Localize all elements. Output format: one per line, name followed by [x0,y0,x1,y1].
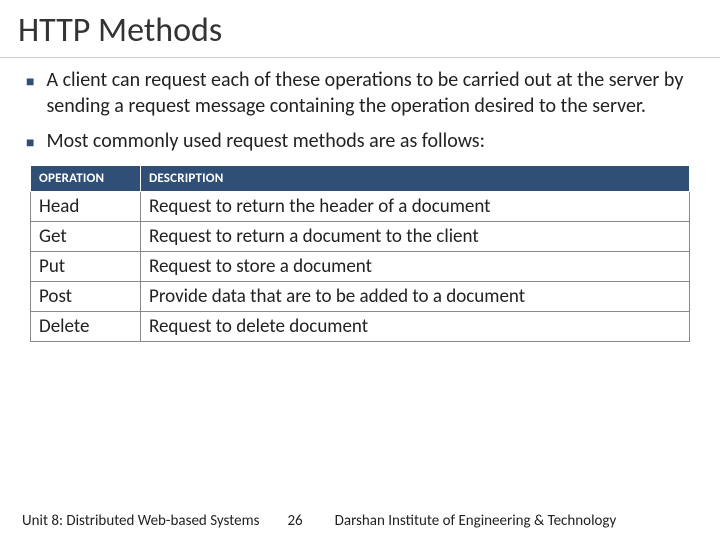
methods-table-wrap: OPERATION DESCRIPTION Head Request to re… [30,165,690,342]
methods-table: OPERATION DESCRIPTION Head Request to re… [30,165,690,342]
col-description: DESCRIPTION [141,165,690,191]
bullet-text: A client can request each of these opera… [46,68,698,119]
bullet-text: Most commonly used request methods are a… [46,129,698,155]
table-row: Delete Request to delete document [31,311,690,341]
cell-operation: Get [31,221,141,251]
cell-description: Request to return the header of a docume… [141,191,690,221]
bullet-item: ■ A client can request each of these ope… [26,68,698,119]
bullet-marker-icon: ■ [26,73,34,119]
cell-operation: Put [31,251,141,281]
table-row: Put Request to store a document [31,251,690,281]
table-row: Post Provide data that are to be added t… [31,281,690,311]
title-rule [0,57,720,58]
body: ■ A client can request each of these ope… [0,68,720,342]
cell-description: Provide data that are to be added to a d… [141,281,690,311]
footer-left: Unit 8: Distributed Web-based Systems [22,512,259,530]
slide: HTTP Methods ■ A client can request each… [0,0,720,540]
cell-operation: Head [31,191,141,221]
page-number: 26 [287,512,302,530]
table-row: Head Request to return the header of a d… [31,191,690,221]
page-title: HTTP Methods [0,0,720,57]
footer: Unit 8: Distributed Web-based Systems 26… [0,512,720,530]
bullet-marker-icon: ■ [26,134,34,155]
col-operation: OPERATION [31,165,141,191]
bullet-item: ■ Most commonly used request methods are… [26,129,698,155]
cell-description: Request to store a document [141,251,690,281]
cell-description: Request to return a document to the clie… [141,221,690,251]
footer-right: Darshan Institute of Engineering & Techn… [335,512,617,530]
table-header-row: OPERATION DESCRIPTION [31,165,690,191]
cell-operation: Delete [31,311,141,341]
cell-description: Request to delete document [141,311,690,341]
cell-operation: Post [31,281,141,311]
table-row: Get Request to return a document to the … [31,221,690,251]
